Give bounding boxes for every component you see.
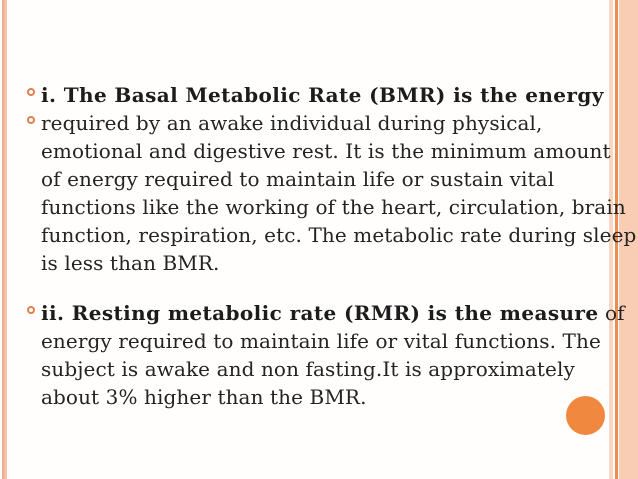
bullet-ring-icon xyxy=(27,116,35,124)
right-edge-band xyxy=(619,0,638,479)
text-line: emotional and digestive rest. It is the … xyxy=(0,137,618,165)
bullet-ring-icon xyxy=(27,88,35,96)
slide-body-text: i. The Basal Metabolic Rate (BMR) is the… xyxy=(0,81,636,433)
text-line: is less than BMR. xyxy=(0,249,618,277)
text-line: functions like the working of the heart,… xyxy=(0,193,626,221)
text-line: i. The Basal Metabolic Rate (BMR) is the… xyxy=(0,81,618,109)
text-line: subject is awake and non fasting.It is a… xyxy=(0,355,618,383)
text-segment: of energy required to maintain life or s… xyxy=(41,167,555,191)
text-line: about 3% higher than the BMR. xyxy=(0,383,618,411)
right-thin-strip xyxy=(609,0,613,479)
text-segment: required by an awake individual during p… xyxy=(41,111,543,135)
text-line: required by an awake individual during p… xyxy=(0,109,618,137)
text-segment: about 3% higher than the BMR. xyxy=(41,385,367,409)
left-edge-strip xyxy=(2,0,7,479)
text-segment: of xyxy=(598,301,625,325)
text-line: of energy required to maintain life or s… xyxy=(0,165,618,193)
corner-circle-decoration xyxy=(566,396,605,435)
bullet-paragraph: ii. Resting metabolic rate (RMR) is the … xyxy=(0,299,624,411)
text-segment: function, respiration, etc. The metaboli… xyxy=(41,223,637,247)
text-line: ii. Resting metabolic rate (RMR) is the … xyxy=(0,299,624,327)
text-line: energy required to maintain life or vita… xyxy=(0,327,618,355)
text-segment: energy required to maintain life or vita… xyxy=(41,329,601,353)
text-segment: emotional and digestive rest. It is the … xyxy=(41,139,611,163)
bold-text-segment: ii. Resting metabolic rate (RMR) is the … xyxy=(41,301,599,325)
text-segment: subject is awake and non fasting.It is a… xyxy=(41,357,575,381)
text-segment: functions like the working of the heart,… xyxy=(41,195,626,219)
bold-text-segment: i. The Basal Metabolic Rate (BMR) is the… xyxy=(41,83,604,107)
text-segment: is less than BMR. xyxy=(41,251,220,275)
bullet-ring-icon xyxy=(27,306,35,314)
bullet-paragraph: i. The Basal Metabolic Rate (BMR) is the… xyxy=(0,81,636,277)
text-line: function, respiration, etc. The metaboli… xyxy=(0,221,636,249)
right-accent-line xyxy=(615,0,618,479)
